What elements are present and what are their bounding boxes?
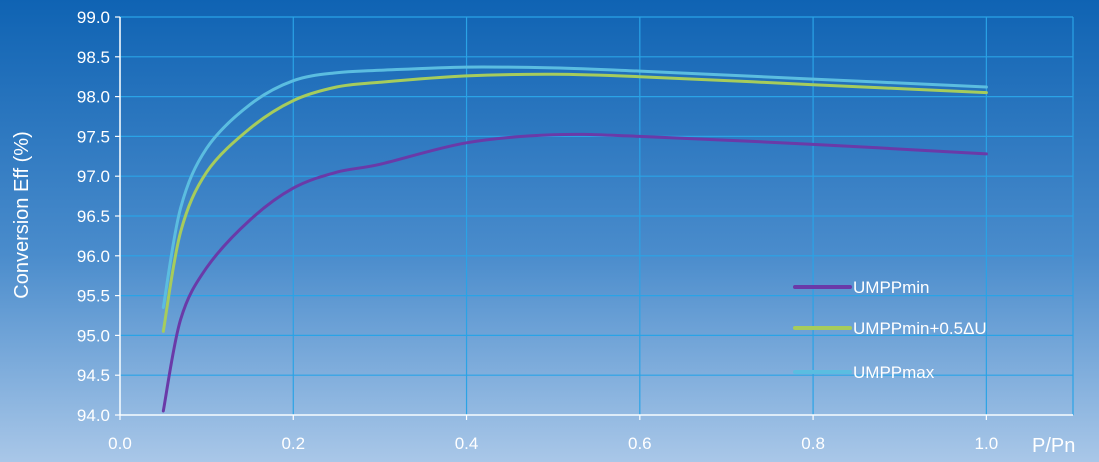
x-axis-title: P/Pn [1032,435,1075,457]
series-lines [161,65,988,413]
y-tick-label: 99.0 [77,8,110,27]
y-axis-title: Conversion Eff (%) [11,131,33,298]
y-tick-label: 97.5 [77,127,110,146]
tick-labels: 94.0 94.5 95.0 95.5 96.0 96.5 97.0 97.5 98.0 98.5… [77,8,998,453]
x-tick-label: 0.0 [108,434,132,453]
x-tick-label: 0.2 [281,434,305,453]
y-tick-label: 97.0 [77,167,110,186]
series-line-umppmin-0-5-u [161,72,988,333]
y-tick-label: 96.5 [77,207,110,226]
legend-label-umppmin-0-5-u: UMPPmin+0.5ΔU [853,319,987,338]
y-tick-label: 96.0 [77,247,110,266]
y-tick-label: 95.0 [77,326,110,345]
y-tick-label: 98.0 [77,88,110,107]
x-tick-label: 0.6 [628,434,652,453]
y-tick-label: 95.5 [77,287,110,306]
grid-lines [119,16,1074,416]
legend: UMPPmin UMPPmin+0.5ΔU UMPPmax [793,278,987,382]
axes [115,16,1073,420]
y-tick-label: 94.5 [77,366,110,385]
legend-label-umppmin: UMPPmin [853,278,930,297]
x-tick-label: 0.4 [455,434,479,453]
y-tick-label: 94.0 [77,406,110,425]
y-tick-label: 98.5 [77,48,110,67]
x-tick-label: 0.8 [801,434,825,453]
series-line-umppmax [161,65,988,309]
x-tick-label: 1.0 [975,434,999,453]
series-line-umppmin [161,132,988,413]
legend-label-umppmax: UMPPmax [853,363,935,382]
